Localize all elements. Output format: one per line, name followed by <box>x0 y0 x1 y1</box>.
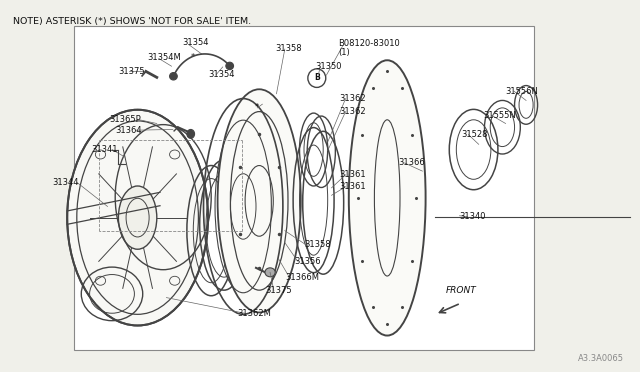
Text: 31354M: 31354M <box>147 53 181 62</box>
Text: 31375: 31375 <box>118 67 145 76</box>
Text: 31340: 31340 <box>460 212 486 221</box>
Text: *: * <box>191 53 195 62</box>
Ellipse shape <box>170 73 177 80</box>
Bar <box>74 26 534 350</box>
Text: (1): (1) <box>338 48 349 57</box>
Text: A3.3A0065: A3.3A0065 <box>578 354 624 363</box>
Text: 31361: 31361 <box>339 182 366 191</box>
Text: 31375: 31375 <box>266 286 292 295</box>
Ellipse shape <box>265 268 275 277</box>
Text: 31365P: 31365P <box>109 115 141 124</box>
Text: 31362: 31362 <box>339 107 366 116</box>
Text: B08120-83010: B08120-83010 <box>338 39 399 48</box>
Text: 31361: 31361 <box>339 170 366 179</box>
Text: B: B <box>314 73 319 81</box>
Ellipse shape <box>187 129 195 138</box>
Text: 31341: 31341 <box>91 145 117 154</box>
Ellipse shape <box>349 60 426 336</box>
Ellipse shape <box>118 186 157 249</box>
Text: 31354: 31354 <box>208 70 234 79</box>
Text: 31556N: 31556N <box>506 87 538 96</box>
Ellipse shape <box>218 89 301 312</box>
Text: 31358: 31358 <box>275 44 302 53</box>
Text: 31364: 31364 <box>115 126 142 135</box>
Text: 31528: 31528 <box>461 130 487 139</box>
Text: 31555N: 31555N <box>483 111 516 120</box>
Text: 31354: 31354 <box>182 38 209 47</box>
Text: 31358: 31358 <box>304 240 331 249</box>
Ellipse shape <box>67 110 208 326</box>
Text: *: * <box>255 103 259 112</box>
Text: 31362M: 31362M <box>237 309 271 318</box>
Text: NOTE) ASTERISK (*) SHOWS 'NOT FOR SALE' ITEM.: NOTE) ASTERISK (*) SHOWS 'NOT FOR SALE' … <box>13 17 251 26</box>
Text: 31344: 31344 <box>52 178 79 187</box>
Text: 31356: 31356 <box>294 257 321 266</box>
Text: 31362: 31362 <box>339 94 366 103</box>
Text: 31366: 31366 <box>398 158 425 167</box>
Text: 31350: 31350 <box>316 62 342 71</box>
Ellipse shape <box>308 69 326 87</box>
Text: FRONT: FRONT <box>445 286 476 295</box>
Ellipse shape <box>226 62 234 70</box>
Text: 31366M: 31366M <box>285 273 319 282</box>
